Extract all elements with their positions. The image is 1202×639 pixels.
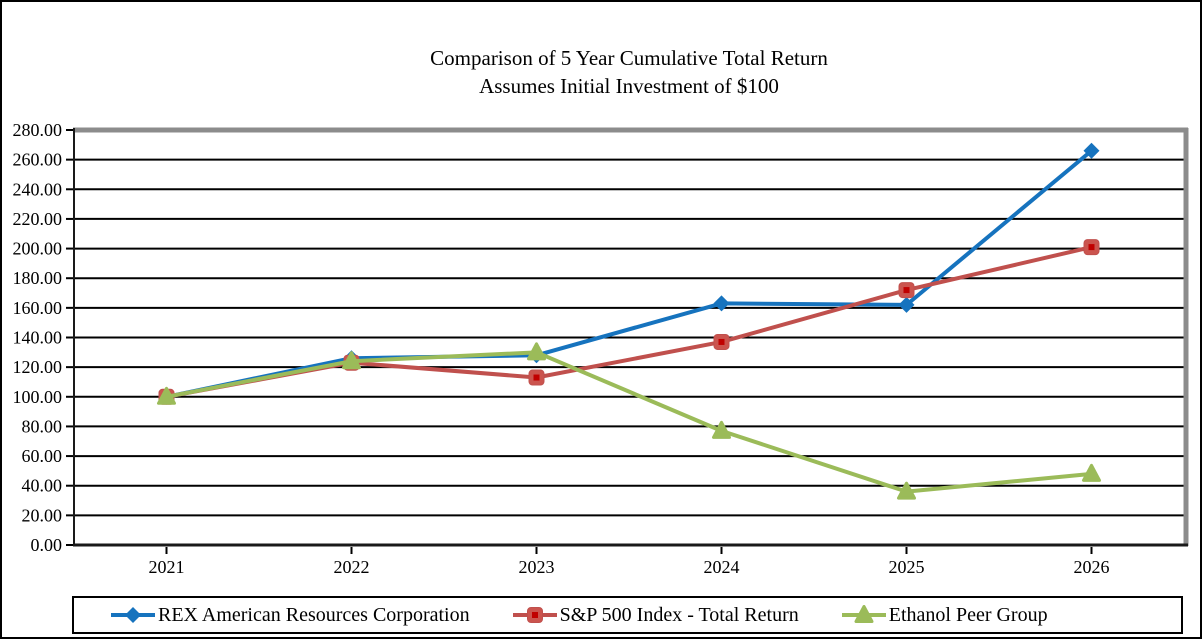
data-point-diamond: [898, 296, 915, 313]
y-tick-label: 260.00: [13, 150, 63, 170]
legend-marker-triangle-icon: [841, 605, 886, 623]
x-tick-label: 2024: [704, 557, 740, 577]
series-line: [164, 148, 1094, 399]
y-tick-label: 20.00: [22, 505, 63, 525]
data-point-triangle: [342, 351, 361, 370]
y-tick-label: 120.00: [13, 357, 63, 377]
series-line: [164, 350, 1094, 494]
data-point-triangle: [712, 420, 731, 439]
legend-item-rex: REX American Resources Corporation: [110, 604, 470, 627]
legend-item-ethanol: Ethanol Peer Group: [841, 604, 1048, 627]
x-tick-label: 2026: [1074, 557, 1110, 577]
data-point-triangle: [897, 481, 916, 500]
data-point-square: [1083, 239, 1100, 256]
legend-label-sp500: S&P 500 Index - Total Return: [559, 603, 799, 626]
y-tick-label: 40.00: [22, 476, 63, 496]
data-point-triangle: [527, 342, 546, 361]
legend-item-sp500: S&P 500 Index - Total Return: [512, 604, 799, 627]
data-point-triangle: [157, 386, 176, 405]
y-tick-label: 280.00: [13, 120, 63, 140]
y-tick-label: 220.00: [13, 209, 63, 229]
data-point-square: [528, 369, 545, 386]
y-tick-label: 240.00: [13, 179, 63, 199]
data-point-diamond: [125, 607, 141, 623]
data-point-diamond: [1083, 142, 1100, 159]
data-point-square: [526, 607, 543, 623]
series-line: [164, 245, 1094, 399]
chart-title-line1: Comparison of 5 Year Cumulative Total Re…: [430, 46, 828, 70]
series-ethanol: [157, 342, 1101, 500]
y-gridlines: [74, 158, 1184, 517]
y-tick-label: 80.00: [22, 416, 63, 436]
y-tick-label: 140.00: [13, 328, 63, 348]
y-tick-label: 100.00: [13, 387, 63, 407]
y-axis-ticks: [66, 129, 73, 546]
x-tick-label: 2022: [334, 557, 370, 577]
data-point-diamond: [713, 295, 730, 312]
x-tick-label: 2025: [889, 557, 925, 577]
series-rex: [158, 142, 1100, 405]
data-point-triangle: [1082, 463, 1101, 482]
plot-border: [73, 127, 1189, 547]
x-axis-ticks: [165, 547, 1093, 554]
y-axis-labels: 0.00 20.00 40.00 60.00 80.00 100.00 120.00 140.…: [13, 120, 63, 555]
legend-marker-diamond-icon: [111, 607, 155, 623]
y-tick-label: 160.00: [13, 298, 63, 318]
data-point-triangle: [854, 605, 874, 623]
legend-label-ethanol: Ethanol Peer Group: [888, 603, 1048, 626]
x-tick-label: 2023: [519, 557, 555, 577]
y-tick-label: 0.00: [31, 535, 63, 555]
chart-legend: REX American Resources Corporation S&P 5…: [72, 596, 1183, 634]
data-point-square: [898, 282, 915, 299]
legend-marker-square-icon: [512, 607, 557, 623]
y-tick-label: 180.00: [13, 268, 63, 288]
y-tick-label: 200.00: [13, 239, 63, 259]
x-tick-label: 2021: [149, 557, 185, 577]
data-point-square: [713, 333, 730, 350]
x-axis-labels: 2021 2022 2023 2024 2025 2026: [149, 557, 1110, 577]
y-tick-label: 60.00: [22, 446, 63, 466]
chart-title-line2: Assumes Initial Investment of $100: [479, 74, 779, 98]
chart-title: Comparison of 5 Year Cumulative Total Re…: [74, 44, 1184, 100]
legend-label-rex: REX American Resources Corporation: [158, 603, 470, 626]
